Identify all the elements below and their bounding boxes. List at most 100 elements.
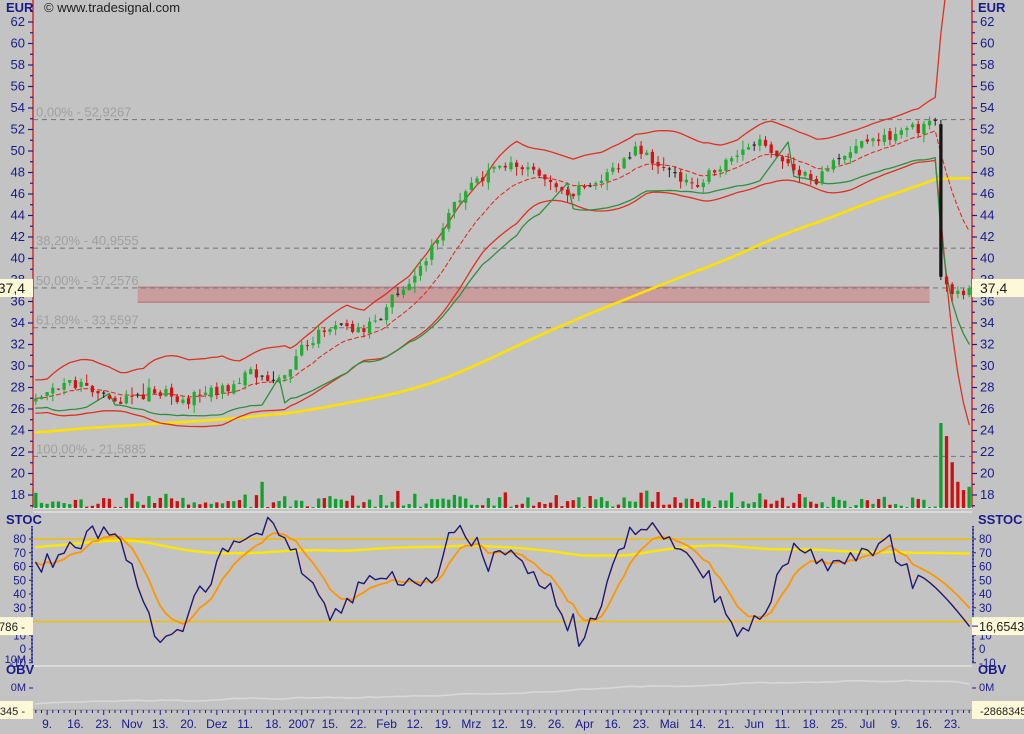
svg-text:11.: 11. bbox=[237, 717, 253, 731]
svg-text:14.: 14. bbox=[689, 717, 706, 731]
svg-text:40: 40 bbox=[11, 251, 25, 266]
svg-text:.8786 -: .8786 - bbox=[0, 622, 25, 634]
svg-text:0M: 0M bbox=[979, 682, 994, 694]
svg-text:30: 30 bbox=[979, 603, 992, 615]
svg-text:Apr: Apr bbox=[575, 717, 594, 731]
svg-text:50: 50 bbox=[11, 143, 25, 158]
svg-text:18: 18 bbox=[11, 487, 25, 502]
svg-text:26: 26 bbox=[980, 401, 994, 416]
svg-text:80: 80 bbox=[979, 534, 992, 546]
svg-text:8345 -: 8345 - bbox=[0, 706, 25, 718]
svg-text:32: 32 bbox=[980, 337, 994, 352]
svg-text:23.: 23. bbox=[95, 717, 112, 731]
svg-text:44: 44 bbox=[980, 208, 994, 223]
svg-text:26.: 26. bbox=[548, 717, 565, 731]
svg-text:60: 60 bbox=[980, 36, 994, 51]
svg-text:19.: 19. bbox=[520, 717, 537, 731]
svg-text:58: 58 bbox=[980, 57, 994, 72]
svg-text:52: 52 bbox=[980, 122, 994, 137]
svg-text:28: 28 bbox=[980, 380, 994, 395]
svg-text:50: 50 bbox=[980, 143, 994, 158]
svg-text:28: 28 bbox=[11, 380, 25, 395]
svg-text:38,20% - 40,9555: 38,20% - 40,9555 bbox=[36, 233, 139, 248]
svg-text:40: 40 bbox=[13, 589, 26, 601]
svg-text:50: 50 bbox=[979, 575, 992, 587]
svg-text:20: 20 bbox=[11, 466, 25, 481]
svg-text:40: 40 bbox=[979, 589, 992, 601]
svg-text:OBV: OBV bbox=[978, 662, 1007, 677]
svg-text:9.: 9. bbox=[891, 717, 901, 731]
svg-text:60: 60 bbox=[11, 36, 25, 51]
svg-text:26: 26 bbox=[11, 401, 25, 416]
svg-text:Mrz: Mrz bbox=[461, 717, 481, 731]
svg-text:54: 54 bbox=[980, 100, 994, 115]
svg-text:Feb: Feb bbox=[376, 717, 397, 731]
svg-text:22.: 22. bbox=[350, 717, 367, 731]
svg-text:18.: 18. bbox=[265, 717, 282, 731]
svg-text:Dez: Dez bbox=[206, 717, 227, 731]
svg-text:61,80% - 33,5597: 61,80% - 33,5597 bbox=[36, 313, 139, 328]
svg-text:70: 70 bbox=[13, 548, 26, 560]
svg-text:0,00% - 52,9267: 0,00% - 52,9267 bbox=[36, 105, 131, 120]
svg-text:Mai: Mai bbox=[660, 717, 679, 731]
svg-text:18: 18 bbox=[980, 487, 994, 502]
svg-text:32: 32 bbox=[11, 337, 25, 352]
svg-text:16.: 16. bbox=[67, 717, 84, 731]
svg-text:21.: 21. bbox=[718, 717, 735, 731]
svg-text:48: 48 bbox=[11, 165, 25, 180]
svg-text:12.: 12. bbox=[406, 717, 423, 731]
svg-text:23.: 23. bbox=[633, 717, 650, 731]
svg-text:Jul: Jul bbox=[860, 717, 875, 731]
svg-text:16,6543: 16,6543 bbox=[979, 620, 1024, 634]
svg-text:46: 46 bbox=[980, 186, 994, 201]
svg-text:22: 22 bbox=[11, 444, 25, 459]
svg-text:EUR: EUR bbox=[6, 0, 34, 15]
svg-text:Nov: Nov bbox=[121, 717, 142, 731]
svg-text:16.: 16. bbox=[604, 717, 621, 731]
svg-text:34: 34 bbox=[11, 315, 25, 330]
svg-text:-2868345: -2868345 bbox=[980, 706, 1024, 718]
svg-text:56: 56 bbox=[980, 79, 994, 94]
svg-text:16.: 16. bbox=[916, 717, 933, 731]
svg-text:9.: 9. bbox=[42, 717, 52, 731]
svg-text:11.: 11. bbox=[775, 717, 791, 731]
svg-text:25.: 25. bbox=[831, 717, 848, 731]
svg-text:30: 30 bbox=[11, 358, 25, 373]
svg-text:56: 56 bbox=[11, 79, 25, 94]
svg-text:46: 46 bbox=[11, 186, 25, 201]
svg-text:13.: 13. bbox=[152, 717, 169, 731]
svg-text:50,00% - 37,2576: 50,00% - 37,2576 bbox=[36, 273, 139, 288]
svg-text:70: 70 bbox=[979, 548, 992, 560]
svg-text:62: 62 bbox=[11, 14, 25, 29]
svg-text:20.: 20. bbox=[180, 717, 197, 731]
svg-text:EUR: EUR bbox=[978, 0, 1006, 15]
svg-text:80: 80 bbox=[13, 534, 26, 546]
svg-text:STOC: STOC bbox=[6, 512, 42, 527]
svg-text:15.: 15. bbox=[322, 717, 339, 731]
svg-text:50: 50 bbox=[13, 575, 26, 587]
svg-text:44: 44 bbox=[11, 208, 25, 223]
svg-text:20: 20 bbox=[980, 466, 994, 481]
svg-text:40: 40 bbox=[980, 251, 994, 266]
svg-text:60: 60 bbox=[979, 562, 992, 574]
svg-text:58: 58 bbox=[11, 57, 25, 72]
svg-text:© www.tradesignal.com: © www.tradesignal.com bbox=[44, 0, 180, 15]
svg-text:30: 30 bbox=[13, 603, 26, 615]
svg-text:48: 48 bbox=[980, 165, 994, 180]
svg-text:23.: 23. bbox=[944, 717, 961, 731]
svg-text:0M: 0M bbox=[11, 682, 26, 694]
svg-text:54: 54 bbox=[11, 100, 25, 115]
svg-text:42: 42 bbox=[11, 229, 25, 244]
svg-text:34: 34 bbox=[980, 315, 994, 330]
svg-text:19.: 19. bbox=[435, 717, 452, 731]
svg-text:2007: 2007 bbox=[288, 717, 315, 731]
svg-text:37,4: 37,4 bbox=[980, 280, 1007, 296]
svg-text:24: 24 bbox=[11, 423, 25, 438]
svg-text:52: 52 bbox=[11, 122, 25, 137]
svg-text:42: 42 bbox=[980, 229, 994, 244]
svg-text:SSTOC: SSTOC bbox=[978, 512, 1023, 527]
svg-text:Jun: Jun bbox=[745, 717, 764, 731]
svg-text:100,00% - 21,5885: 100,00% - 21,5885 bbox=[36, 441, 146, 456]
svg-text:18.: 18. bbox=[802, 717, 819, 731]
svg-text:60: 60 bbox=[13, 562, 26, 574]
